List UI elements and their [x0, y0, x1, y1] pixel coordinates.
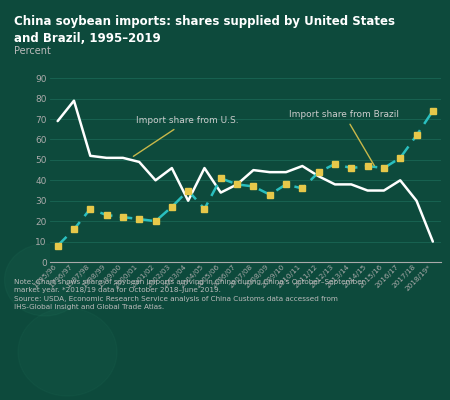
Text: Import share from Brazil: Import share from Brazil: [289, 110, 399, 166]
Text: China soybean imports: shares supplied by United States
and Brazil, 1995–2019: China soybean imports: shares supplied b…: [14, 15, 395, 45]
Text: Import share from U.S.: Import share from U.S.: [133, 116, 238, 156]
Text: Note: Chart shows share of soybean imports arriving in China during China’s Octo: Note: Chart shows share of soybean impor…: [14, 278, 364, 310]
Text: Percent: Percent: [14, 46, 51, 56]
